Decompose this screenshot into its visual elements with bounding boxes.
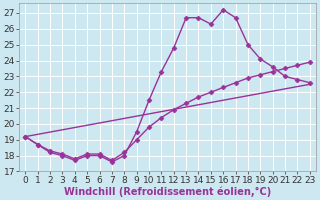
X-axis label: Windchill (Refroidissement éolien,°C): Windchill (Refroidissement éolien,°C) (64, 186, 271, 197)
